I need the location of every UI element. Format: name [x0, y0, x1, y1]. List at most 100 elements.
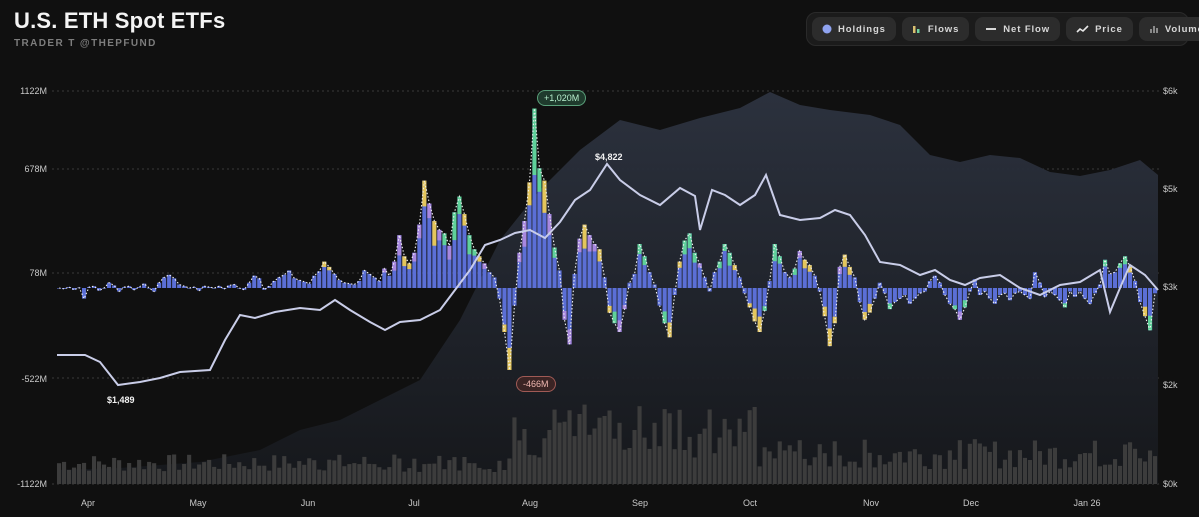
flow-bar	[1143, 288, 1148, 317]
volume-bar	[337, 454, 342, 484]
flows-toggle-button[interactable]: Flows	[901, 17, 970, 41]
flow-bar	[1133, 281, 1138, 288]
flow-bar-segment	[422, 180, 427, 207]
price-toggle-button[interactable]: Price	[1066, 17, 1133, 41]
left-axis-tick: -1122M	[17, 479, 47, 489]
flow-bar	[692, 252, 697, 288]
flow-bar-segment	[1148, 315, 1153, 331]
volume-bar	[1143, 461, 1148, 484]
flow-bar-segment	[822, 306, 827, 317]
volume-bar	[612, 438, 617, 484]
volume-bar	[1118, 465, 1123, 484]
flow-bar	[1032, 272, 1037, 288]
right-axis-tick: $6k	[1163, 86, 1178, 96]
min-flow-badge: -466M	[516, 376, 556, 392]
right-axis-tick: $3k	[1163, 282, 1178, 292]
flow-bar-segment	[847, 266, 852, 275]
holdings-toggle-button[interactable]: Holdings	[812, 17, 896, 41]
volume-bar	[412, 458, 417, 484]
flow-bar	[472, 249, 477, 288]
x-axis-tick: Nov	[862, 498, 879, 508]
max-price-label: $4,822	[595, 152, 623, 162]
flow-bar	[902, 288, 907, 295]
flow-bar	[667, 288, 672, 338]
flow-bar-segment	[452, 212, 457, 241]
volume-bar	[532, 455, 537, 484]
flow-bar	[582, 224, 587, 288]
volume-bar	[407, 468, 412, 484]
volume-bar	[1072, 461, 1077, 484]
flow-bar	[937, 282, 942, 288]
volume-bar	[322, 470, 327, 484]
flow-bar	[832, 288, 837, 324]
volume-bar	[1012, 467, 1017, 484]
flow-bar-segment	[402, 256, 407, 267]
flow-bar	[1092, 288, 1097, 294]
flow-bar	[787, 277, 792, 288]
volume-bar	[682, 450, 687, 484]
volume-bar	[177, 469, 182, 484]
volume-bar	[1037, 451, 1042, 484]
volume-bar	[752, 407, 757, 484]
flow-bar	[1097, 284, 1102, 288]
volume-bar	[637, 406, 642, 484]
flow-bar	[617, 288, 622, 332]
flow-bar	[402, 256, 407, 288]
flow-bar	[202, 286, 207, 288]
flow-bar-segment	[532, 108, 537, 175]
volume-bar	[387, 467, 392, 484]
volume-bar	[137, 459, 142, 484]
volume-bar	[607, 410, 612, 484]
volume-bar	[642, 437, 647, 484]
flow-bar	[1037, 282, 1042, 288]
volume-toggle-button[interactable]: Volume	[1138, 17, 1199, 41]
flow-bar-segment	[1143, 306, 1148, 317]
flow-bar-segment	[612, 311, 617, 324]
flow-bar	[487, 272, 492, 288]
flow-bar	[797, 251, 802, 288]
flow-bar	[847, 266, 852, 288]
flow-bar-segment	[437, 229, 442, 241]
flow-bar-segment	[832, 316, 837, 324]
flow-bar	[717, 261, 722, 288]
volume-bar	[282, 456, 287, 484]
flow-bar-segment	[802, 259, 807, 269]
volume-bar	[317, 469, 322, 484]
volume-bar	[732, 446, 737, 484]
volume-bar	[567, 410, 572, 484]
volume-bar	[927, 469, 932, 484]
flow-bar-segment	[667, 322, 672, 338]
flow-bar-segment	[637, 244, 642, 255]
volume-bar	[482, 469, 487, 484]
flow-bar-segment	[427, 203, 432, 219]
flow-bar-segment	[457, 196, 462, 215]
flow-bar	[657, 288, 662, 306]
flow-bar-segment	[642, 256, 647, 266]
flow-bar-segment	[587, 235, 592, 252]
volume-bar	[972, 439, 977, 484]
volume-bar	[1103, 464, 1108, 484]
flow-bar	[857, 288, 862, 303]
volume-bar	[742, 431, 747, 484]
volume-bar	[132, 467, 137, 484]
volume-bar	[952, 459, 957, 484]
flow-bar	[872, 288, 877, 299]
x-axis-tick: May	[189, 498, 207, 508]
volume-bar	[727, 429, 732, 484]
flow-bar	[842, 254, 847, 288]
volume-bar	[342, 466, 347, 484]
x-axis-tick: Sep	[631, 498, 648, 508]
flow-bar	[387, 275, 392, 288]
flow-bar	[482, 263, 487, 288]
volume-bar	[1052, 447, 1057, 484]
net-flow-toggle-button[interactable]: Net Flow	[975, 17, 1061, 41]
volume-bar	[227, 464, 232, 484]
flow-bar	[327, 266, 332, 288]
volume-bar	[592, 428, 597, 484]
volume-bar	[272, 455, 277, 484]
flow-bar	[442, 233, 447, 288]
line-icon	[986, 28, 997, 30]
volume-bar	[517, 440, 522, 484]
flow-bar	[837, 266, 842, 288]
